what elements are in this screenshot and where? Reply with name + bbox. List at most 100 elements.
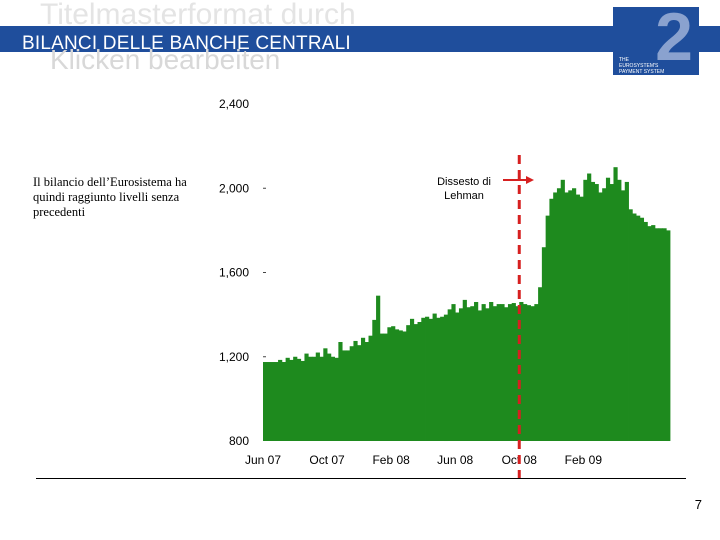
bar xyxy=(274,362,279,441)
bar xyxy=(504,307,509,441)
bar xyxy=(406,325,411,441)
bar xyxy=(266,362,271,441)
bar xyxy=(462,299,467,441)
bar xyxy=(613,167,618,441)
bar xyxy=(323,348,328,441)
lehman-annotation: Dissesto di Lehman xyxy=(437,155,534,485)
bar xyxy=(632,213,637,441)
bar xyxy=(281,362,287,441)
bar xyxy=(470,306,475,441)
x-tick-label: Jun 07 xyxy=(245,453,281,467)
bar xyxy=(602,188,607,441)
x-tick-label: Feb 08 xyxy=(372,453,410,467)
bar xyxy=(278,359,283,441)
bar xyxy=(609,184,614,442)
bar xyxy=(330,356,335,441)
slide-title: BILANCI DELLE BANCHE CENTRALI xyxy=(22,33,351,54)
bar xyxy=(583,179,588,441)
bar xyxy=(485,308,490,441)
x-axis: Jun 07 Oct 07 Feb 08 Jun 08 Oct 08 Feb 09 xyxy=(245,453,602,467)
bar xyxy=(387,327,392,441)
bar xyxy=(636,215,641,441)
bar xyxy=(342,350,347,441)
bar xyxy=(530,306,535,441)
bar xyxy=(296,358,302,441)
y-tick-label: 1,600 xyxy=(219,266,249,280)
bar xyxy=(545,215,550,441)
bar xyxy=(662,228,667,441)
page-number: 7 xyxy=(694,497,702,512)
x-tick-label: Feb 09 xyxy=(565,453,603,467)
bar xyxy=(549,198,554,441)
bar xyxy=(353,340,358,441)
bar xyxy=(311,356,317,441)
bar xyxy=(379,333,384,441)
bar xyxy=(474,301,479,441)
bar xyxy=(364,342,369,441)
bar xyxy=(572,188,577,441)
bar xyxy=(451,304,456,441)
annotation-label-line2: Lehman xyxy=(444,190,484,202)
bar xyxy=(443,314,449,442)
title-placeholder-line1: Titelmasterformat durch xyxy=(40,0,356,31)
bar xyxy=(319,356,324,441)
bar xyxy=(409,318,415,441)
bar xyxy=(541,247,547,441)
bar xyxy=(515,306,520,441)
bar xyxy=(526,305,531,441)
bar xyxy=(628,209,633,441)
bar xyxy=(372,319,377,441)
bar xyxy=(413,324,418,441)
title-placeholder-line2: Klicken bearbeiten xyxy=(50,44,281,75)
bar xyxy=(293,356,298,441)
bar xyxy=(643,221,648,441)
bar xyxy=(436,317,441,441)
annotation-label-line1: Dissesto di xyxy=(437,176,491,188)
bar xyxy=(360,337,366,441)
footer-divider xyxy=(36,478,686,479)
bar xyxy=(560,179,565,441)
bar xyxy=(617,179,622,441)
title-bar xyxy=(0,26,720,52)
bar xyxy=(594,184,599,442)
bar xyxy=(391,326,396,441)
bar xyxy=(315,352,320,441)
bar xyxy=(519,301,524,441)
bar xyxy=(654,228,660,441)
bar xyxy=(338,342,343,441)
bar xyxy=(587,173,592,441)
bar xyxy=(304,353,309,441)
bar xyxy=(651,225,656,441)
bar xyxy=(639,217,645,441)
bar xyxy=(421,317,426,441)
y-tick-label: 800 xyxy=(229,434,249,448)
bar xyxy=(383,333,388,441)
bar xyxy=(579,196,584,441)
eurosystem-logo: 2 THE EUROSYSTEM'S PAYMENT SYSTEM xyxy=(613,3,699,75)
bar xyxy=(458,308,464,441)
bar xyxy=(394,329,400,441)
bar xyxy=(605,177,611,441)
bar xyxy=(621,190,626,441)
bar xyxy=(575,194,580,441)
x-tick-label: Oct 07 xyxy=(309,453,345,467)
bar xyxy=(447,309,452,441)
bar xyxy=(492,306,498,441)
bar xyxy=(417,322,422,441)
x-tick-label: Jun 08 xyxy=(437,453,473,467)
y-tick-label: 1,200 xyxy=(219,350,249,364)
bar xyxy=(432,313,437,441)
bar xyxy=(270,362,275,441)
bar xyxy=(402,331,407,441)
bar xyxy=(425,316,430,441)
bar xyxy=(553,192,558,441)
bar xyxy=(398,330,403,441)
bar xyxy=(308,356,313,441)
logo-text: THE EUROSYSTEM'S PAYMENT SYSTEM xyxy=(619,57,665,75)
bar xyxy=(564,192,569,441)
bar xyxy=(658,228,663,441)
bar xyxy=(507,304,513,441)
bar xyxy=(666,230,671,442)
bar xyxy=(534,304,539,441)
